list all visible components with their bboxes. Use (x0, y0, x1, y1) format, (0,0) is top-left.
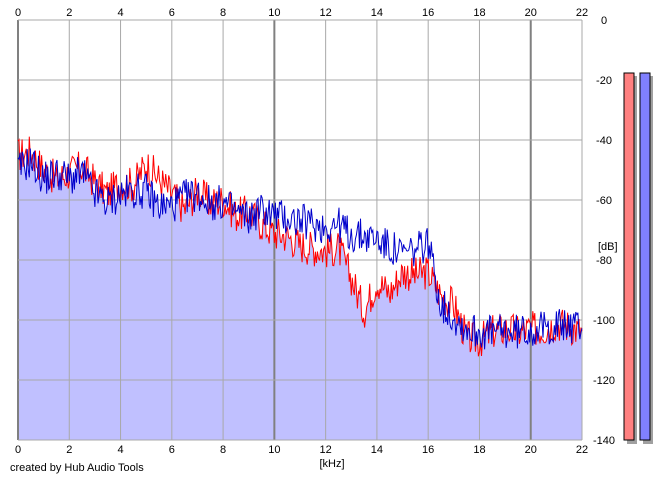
series-line-blue (17, 148, 583, 350)
x-tick-label-bottom: 4 (117, 444, 123, 456)
x-tick-label-bottom: 10 (268, 444, 280, 456)
y-tick-label: -140 (593, 435, 615, 447)
x-tick-label-top: 22 (576, 7, 588, 19)
y-tick-labels: 0 -20 -40 -60 -80 -100 -120 -140 (593, 15, 615, 447)
level-meter-left (623, 72, 635, 441)
grid-lines (17, 19, 583, 441)
x-tick-label-bottom: 2 (66, 444, 72, 456)
x-tick-label-top: 2 (66, 7, 72, 19)
x-tick-label-top: 14 (371, 7, 383, 19)
ylabel-background (596, 239, 618, 253)
x-tick-label-top: 20 (525, 7, 537, 19)
y-tick-label: -20 (596, 75, 612, 87)
x-tick-label-top: 12 (320, 7, 332, 19)
y-tick-label: -40 (596, 135, 612, 147)
x-tick-label-bottom: 20 (525, 444, 537, 456)
x-tick-label-top: 0 (15, 7, 21, 19)
credit-text: created by Hub Audio Tools (10, 462, 144, 474)
x-tick-label-bottom: 6 (169, 444, 175, 456)
x-tick-label-bottom: 16 (422, 444, 434, 456)
y-tick-label: -100 (593, 315, 615, 327)
x-tick-label-top: 16 (422, 7, 434, 19)
x-tick-labels-top: 0 2 4 6 8 10 12 14 16 18 20 22 (15, 7, 588, 19)
x-axis-label: [kHz] (319, 458, 344, 470)
x-tick-label-top: 8 (220, 7, 226, 19)
x-tick-label-bottom: 0 (15, 444, 21, 456)
y-axis-label: [dB] (598, 241, 618, 253)
x-tick-label-bottom: 14 (371, 444, 383, 456)
y-tick-label: -120 (593, 375, 615, 387)
level-meter-right (639, 72, 651, 441)
x-tick-labels-bottom: 0 2 4 6 8 10 12 14 16 18 20 22 (15, 444, 588, 456)
y-tick-label: 0 (601, 15, 607, 27)
y-tick-label: -80 (596, 255, 612, 267)
x-tick-label-top: 4 (117, 7, 123, 19)
x-tick-label-bottom: 22 (576, 444, 588, 456)
spectrum-area-fill (18, 151, 582, 440)
x-tick-label-top: 6 (169, 7, 175, 19)
x-tick-label-top: 18 (473, 7, 485, 19)
y-tick-label: -60 (596, 195, 612, 207)
x-tick-label-bottom: 18 (473, 444, 485, 456)
x-tick-label-bottom: 12 (320, 444, 332, 456)
x-tick-label-bottom: 8 (220, 444, 226, 456)
x-tick-label-top: 10 (268, 7, 280, 19)
